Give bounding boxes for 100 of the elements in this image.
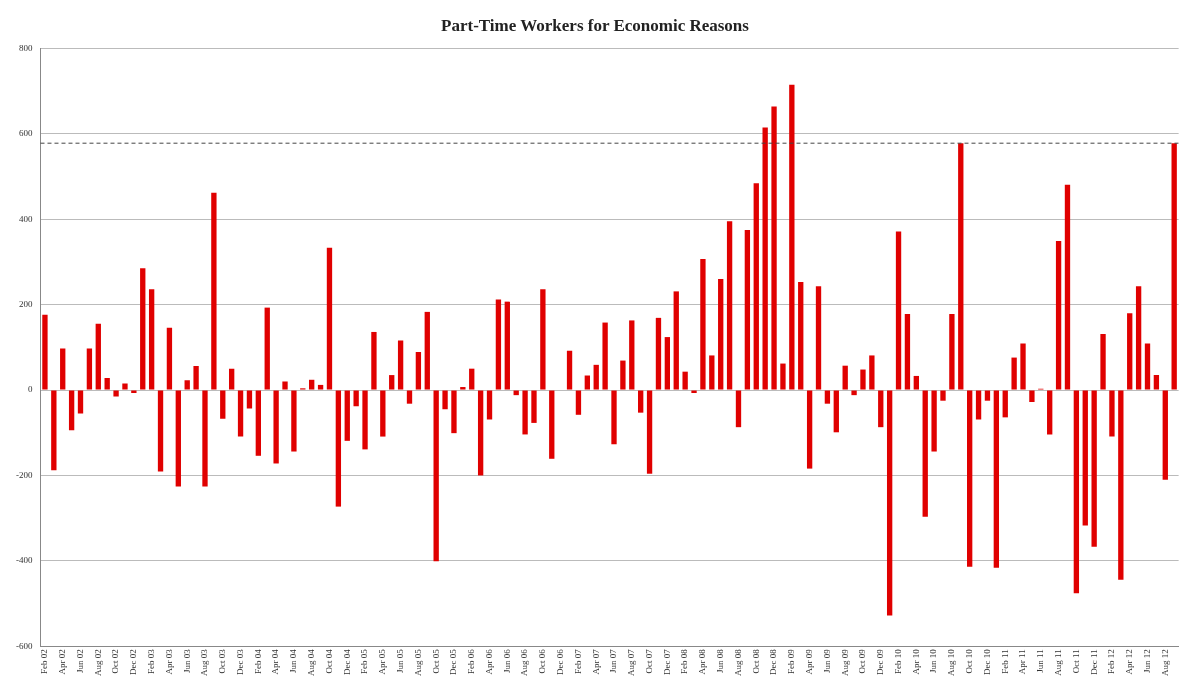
bar <box>380 390 386 437</box>
bar <box>460 387 466 390</box>
x-tick-label: Dec 09 <box>875 648 886 675</box>
x-tick-label: Jun 06 <box>501 648 512 674</box>
bar <box>958 143 964 390</box>
bar <box>255 390 262 456</box>
bar <box>931 390 937 452</box>
bar <box>744 229 751 390</box>
bar <box>593 364 599 390</box>
bar <box>993 390 1000 568</box>
y-tick-label: 400 <box>19 213 33 224</box>
x-tick-label: Apr 09 <box>803 648 814 675</box>
bar <box>477 390 484 476</box>
bar <box>1055 240 1062 390</box>
x-tick-label: Apr 12 <box>1124 649 1135 675</box>
bar <box>673 291 679 390</box>
x-tick-label: Aug 02 <box>92 649 103 676</box>
bar <box>1091 390 1097 547</box>
x-tick-label: Aug 03 <box>199 648 210 676</box>
bar <box>1127 313 1133 390</box>
bar <box>415 352 422 390</box>
y-tick-label: 200 <box>19 298 33 309</box>
bar <box>131 390 137 394</box>
x-tick-label: Dec 10 <box>981 648 992 675</box>
bar <box>620 360 626 390</box>
x-tick-label: Dec 04 <box>341 648 352 675</box>
x-tick-label: Aug 04 <box>306 648 317 676</box>
x-tick-label: Aug 06 <box>519 648 530 676</box>
bar <box>317 384 324 390</box>
bar <box>1047 390 1053 435</box>
bar <box>522 390 528 435</box>
bar <box>575 390 582 415</box>
bar <box>264 307 270 390</box>
bar <box>549 390 555 459</box>
bar <box>638 390 644 413</box>
bar <box>1135 286 1142 390</box>
bar <box>406 390 413 404</box>
x-tick-label: Oct 07 <box>643 648 654 674</box>
x-tick-label: Jun 11 <box>1035 649 1046 673</box>
bar <box>878 390 884 428</box>
x-tick-label: Feb 02 <box>39 649 50 674</box>
bar <box>1029 390 1035 402</box>
x-tick-label: Jun 12 <box>1141 649 1152 674</box>
x-tick-label: Dec 08 <box>768 648 779 675</box>
x-tick-label: Aug 07 <box>626 648 637 676</box>
bar <box>193 366 199 390</box>
bar <box>682 371 688 390</box>
x-tick-label: Dec 07 <box>661 648 672 675</box>
bar <box>922 390 928 517</box>
bar <box>451 390 457 434</box>
x-tick-label: Dec 03 <box>234 648 245 675</box>
y-tick-label: -200 <box>16 469 33 480</box>
bar <box>77 390 84 414</box>
bar <box>1064 184 1071 390</box>
x-tick-label: Oct 04 <box>323 648 334 674</box>
x-tick-label: Apr 08 <box>697 648 708 675</box>
bar <box>1073 390 1080 594</box>
bar <box>1100 334 1106 390</box>
x-tick-label: Oct 09 <box>857 648 868 674</box>
bar <box>806 390 813 469</box>
bar <box>220 390 226 419</box>
bar <box>913 375 919 390</box>
bar <box>1118 390 1124 580</box>
bar <box>237 390 244 437</box>
x-tick-label: Feb 11 <box>999 649 1010 674</box>
bar <box>104 378 110 390</box>
bar <box>1171 143 1177 390</box>
x-tick-label: Jun 07 <box>608 648 619 674</box>
bar <box>718 279 724 390</box>
bar <box>984 390 991 401</box>
bar <box>949 314 955 390</box>
x-tick-label: Aug 05 <box>412 648 423 676</box>
bar <box>602 322 608 390</box>
bar <box>664 337 671 390</box>
bar <box>940 390 946 401</box>
x-tick-label: Dec 02 <box>128 649 139 675</box>
x-tick-label: Aug 08 <box>732 648 743 676</box>
bar <box>967 390 973 567</box>
bar <box>904 314 911 390</box>
bar <box>51 390 57 471</box>
chart-title: Part-Time Workers for Economic Reasons <box>441 15 750 35</box>
y-tick-label: -600 <box>16 640 33 651</box>
bar <box>442 390 448 410</box>
bar <box>629 320 635 390</box>
bar <box>113 390 119 397</box>
bar <box>1144 343 1151 390</box>
bar <box>824 390 831 404</box>
bar <box>42 314 48 390</box>
x-tick-label: Apr 02 <box>57 649 68 675</box>
x-tick-label: Aug 10 <box>946 648 957 676</box>
bar <box>815 286 822 390</box>
bar <box>335 390 342 507</box>
bar <box>60 348 66 390</box>
bar <box>860 369 866 390</box>
bar <box>975 390 982 420</box>
bar <box>1020 343 1026 390</box>
bar <box>1109 390 1115 437</box>
bar <box>895 231 902 390</box>
x-tick-label: Jun 04 <box>288 648 299 674</box>
bar <box>353 390 359 407</box>
